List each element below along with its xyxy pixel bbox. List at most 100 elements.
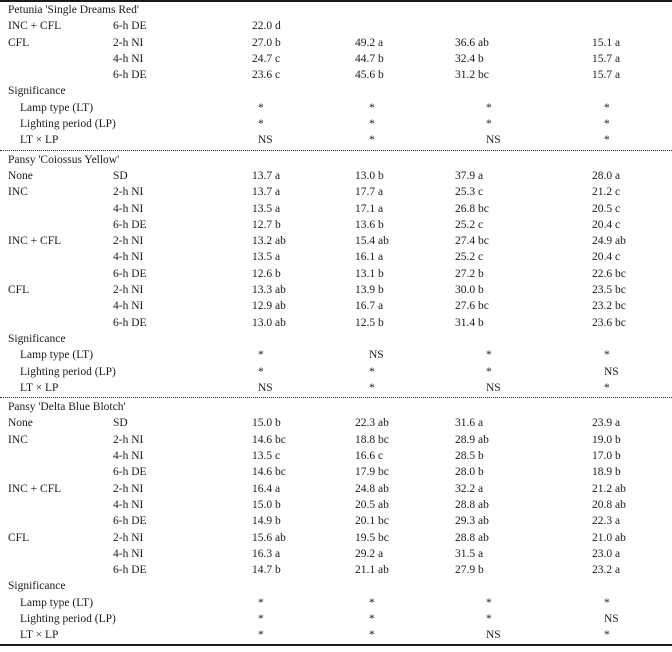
significance-value-cell: * (604, 596, 610, 609)
value-cell: 15.0 b (252, 498, 281, 511)
table-row: Lighting period (LP) * * * NS (0, 611, 672, 627)
value-cell: 13.3 ab (252, 284, 286, 297)
value-cell: 31.6 a (455, 417, 484, 430)
table-row: 4-h NI 15.0 b 20.5 ab 28.8 ab 20.8 ab (0, 497, 672, 513)
lighting-period-cell: 2-h NI (113, 235, 144, 248)
significance-value-cell: NS (369, 349, 384, 362)
lighting-period-cell: 2-h NI (113, 482, 144, 495)
value-cell: 23.0 a (592, 547, 621, 560)
lighting-period-cell: 2-h NI (113, 186, 144, 199)
value-cell: 15.6 ab (252, 531, 286, 544)
significance-value-cell: * (258, 349, 264, 362)
significance-value-cell: * (486, 118, 492, 131)
table-row: 4-h NI 13.5 c 16.6 c 28.5 b 17.0 b (0, 448, 672, 464)
value-cell: 21.1 ab (355, 564, 389, 577)
value-cell: 25.3 c (455, 186, 484, 199)
value-cell: 13.9 b (355, 284, 384, 297)
table-row: Lighting period (LP) * * * NS (0, 364, 672, 380)
table-row: None SD 15.0 b 22.3 ab 31.6 a 23.9 a (0, 415, 672, 431)
table-row: 6-h DE 14.6 bc 17.9 bc 28.0 b 18.9 b (0, 464, 672, 480)
significance-value-cell: * (604, 101, 610, 114)
value-cell: 14.7 b (252, 564, 281, 577)
value-cell: 15.0 b (252, 417, 281, 430)
treatment-cell (0, 249, 113, 265)
value-cell: 16.4 a (252, 482, 281, 495)
table-row: None SD 13.7 a 13.0 b 37.9 a 28.0 a (0, 168, 672, 184)
value-cell: 31.4 b (455, 316, 484, 329)
value-cell (592, 18, 672, 34)
lighting-period-cell: 6-h DE (113, 69, 147, 82)
value-cell: 13.5 a (252, 251, 281, 264)
table-row: LT × LP NS * NS * (0, 132, 672, 148)
value-cell: 28.8 ab (455, 531, 489, 544)
section-title: Petunia 'Single Dreams Red' (8, 4, 139, 16)
value-cell: 24.9 ab (592, 235, 626, 248)
value-cell: 28.5 b (455, 450, 484, 463)
lighting-period-cell: 6-h DE (113, 218, 147, 231)
table-row: Lamp type (LT) * NS * * (0, 347, 672, 363)
significance-value-cell: * (369, 118, 375, 131)
table-row: 4-h NI 16.3 a 29.2 a 31.5 a 23.0 a (0, 546, 672, 562)
value-cell: 28.0 b (455, 466, 484, 479)
value-cell: 24.8 ab (355, 482, 389, 495)
value-cell: 29.3 ab (455, 515, 489, 528)
value-cell (355, 18, 455, 34)
treatment-cell (0, 546, 113, 562)
significance-label: Significance (8, 332, 66, 345)
value-cell: 20.8 ab (592, 498, 626, 511)
value-cell: 13.5 c (252, 450, 281, 463)
significance-value-cell: * (258, 596, 264, 609)
treatment-cell: CFL (8, 36, 30, 49)
value-cell: 28.9 ab (455, 433, 489, 446)
section-title: Pansy 'Delta Blue Blotch' (8, 401, 126, 414)
table-row: INC 2-h NI 14.6 bc 18.8 bc 28.9 ab 19.0 b (0, 432, 672, 448)
value-cell: 17.7 a (355, 186, 384, 199)
treatment-cell: INC + CFL (8, 235, 62, 248)
value-cell: 20.4 c (592, 251, 621, 264)
value-cell: 27.4 bc (455, 235, 489, 248)
value-cell: 44.7 b (355, 52, 384, 65)
table-row: 6-h DE 12.7 b 13.6 b 25.2 c 20.4 c (0, 217, 672, 233)
value-cell: 16.1 a (355, 251, 384, 264)
significance-factor-label: Lamp type (LT) (20, 596, 94, 609)
value-cell: 12.6 b (252, 267, 281, 280)
table-row: Lamp type (LT) * * * * (0, 595, 672, 611)
value-cell: 13.7 a (252, 169, 281, 182)
value-cell: 17.1 a (355, 202, 384, 215)
treatment-cell (0, 298, 113, 314)
value-cell: 27.2 b (455, 267, 484, 280)
treatment-cell (0, 67, 113, 83)
section-separator (0, 397, 672, 399)
significance-factor-label: Lighting period (LP) (20, 118, 116, 131)
lighting-period-cell: 2-h NI (113, 531, 144, 544)
value-cell: 23.2 a (592, 564, 621, 577)
value-cell: 13.2 ab (252, 235, 286, 248)
treatment-cell (0, 315, 113, 331)
significance-value-cell: NS (258, 134, 273, 147)
value-cell: 22.6 bc (592, 267, 626, 280)
value-cell: 17.9 bc (355, 466, 389, 479)
lighting-period-cell: 4-h NI (113, 498, 144, 511)
treatment-cell: None (8, 169, 33, 182)
significance-factor-label: LT × LP (20, 381, 59, 394)
significance-value-cell: * (486, 365, 492, 378)
table-row: 4-h NI 24.7 c 44.7 b 32.4 b 15.7 a (0, 51, 672, 67)
treatment-cell (0, 217, 113, 233)
value-cell: 13.6 b (355, 218, 384, 231)
significance-value-cell: * (604, 381, 610, 394)
significance-value-cell: * (486, 596, 492, 609)
table-row: Significance (0, 578, 672, 594)
lighting-period-cell: 4-h NI (113, 251, 144, 264)
table-row: 4-h NI 13.5 a 17.1 a 26.8 bc 20.5 c (0, 201, 672, 217)
value-cell: 14.6 bc (252, 433, 286, 446)
value-cell: 23.2 bc (592, 300, 626, 313)
significance-value-cell: * (369, 101, 375, 114)
value-cell: 15.4 ab (355, 235, 389, 248)
lighting-period-cell: 6-h DE (113, 515, 147, 528)
lighting-period-cell: 4-h NI (113, 52, 144, 65)
lighting-period-cell: SD (113, 169, 128, 182)
significance-factor-label: Lighting period (LP) (20, 612, 116, 625)
lighting-period-cell: 4-h NI (113, 547, 144, 560)
value-cell: 14.9 b (252, 515, 281, 528)
